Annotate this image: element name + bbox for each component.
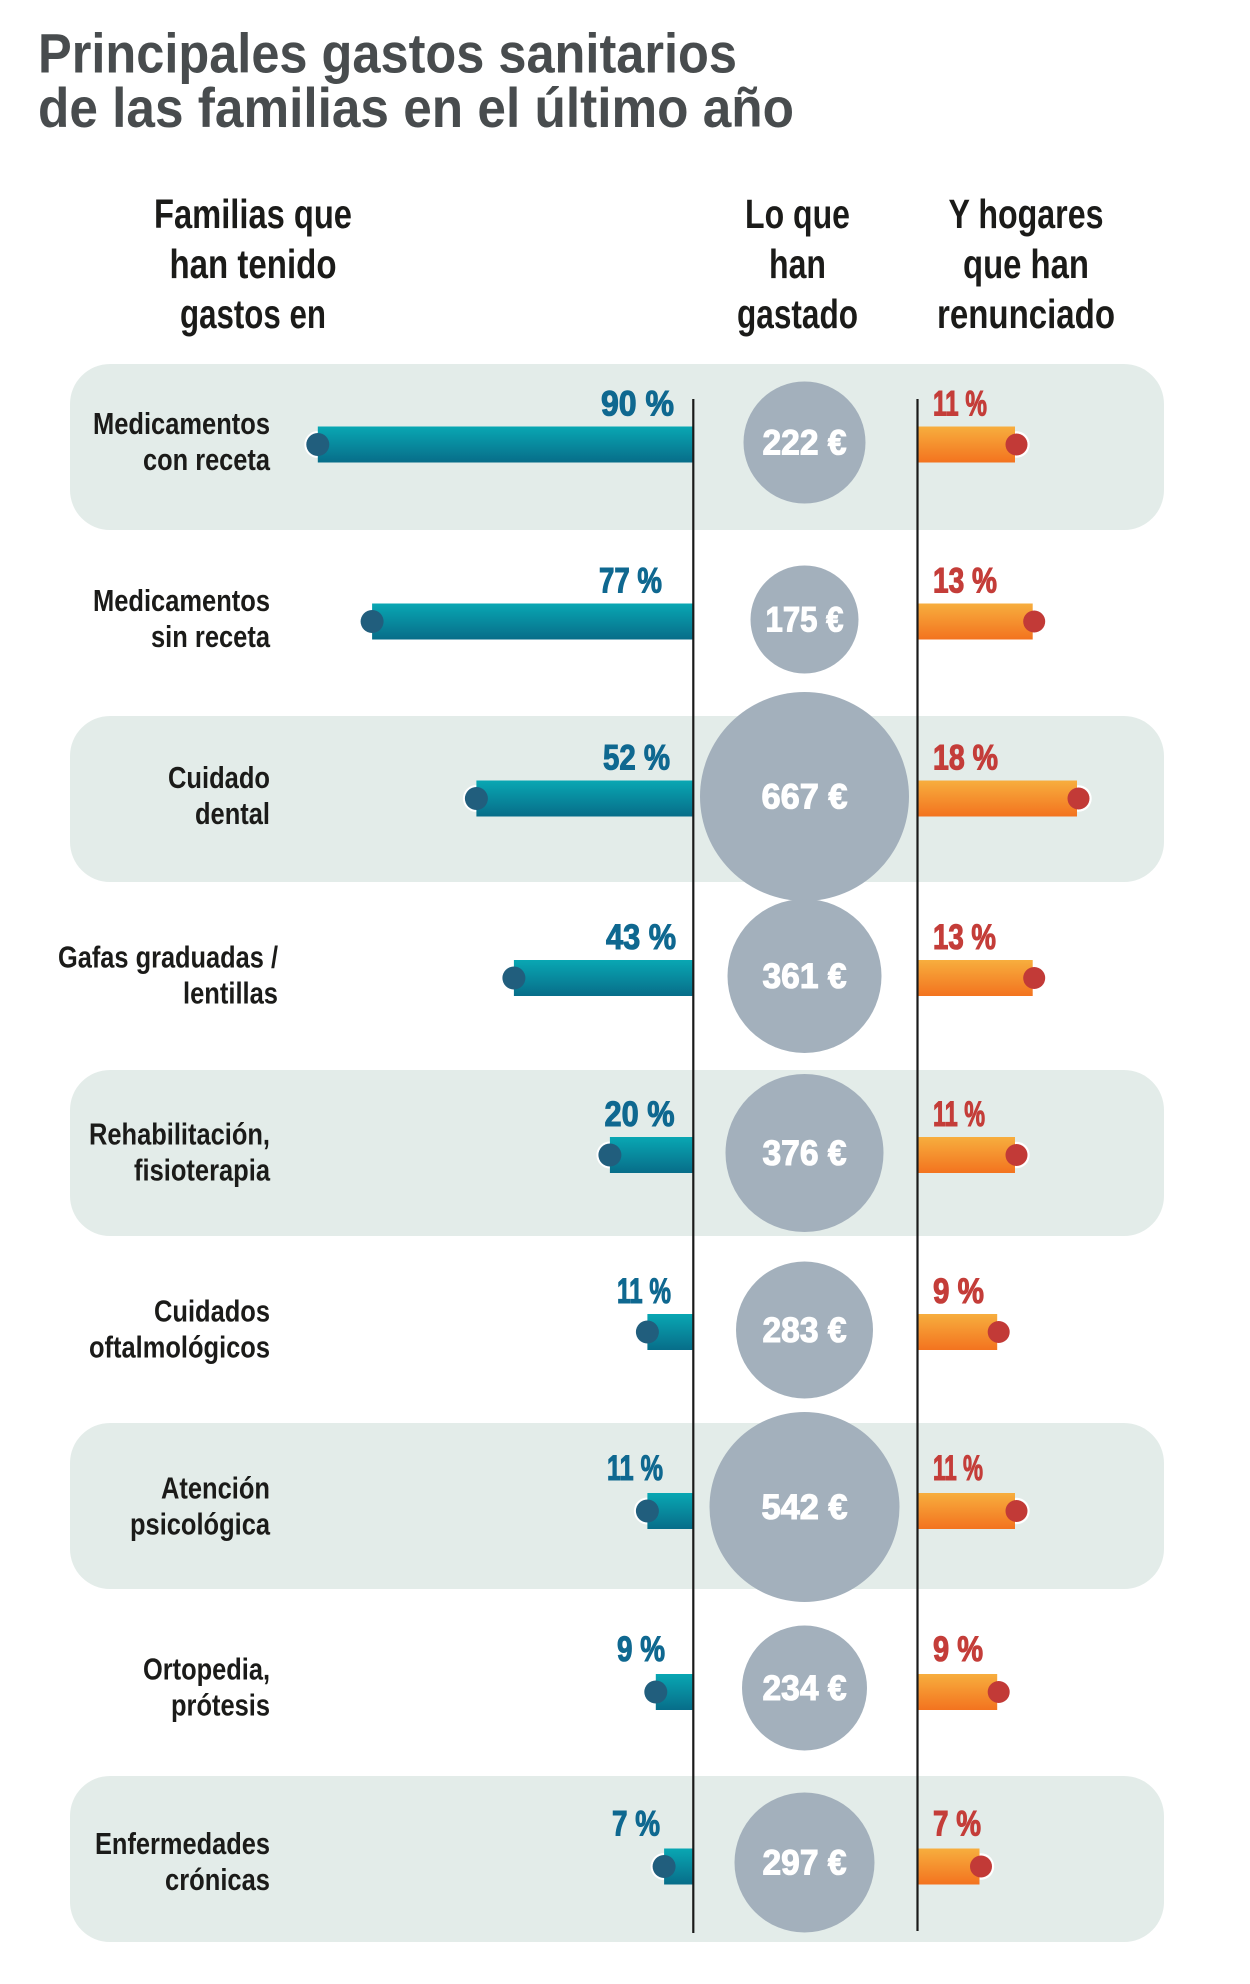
svg-text:77 %: 77 % [599, 562, 662, 601]
svg-text:psicológica: psicológica [130, 1507, 271, 1542]
svg-text:20 %: 20 % [605, 1095, 675, 1134]
svg-text:43 %: 43 % [606, 918, 676, 957]
svg-text:Ortopedia,: Ortopedia, [143, 1652, 270, 1687]
svg-text:9 %: 9 % [933, 1272, 984, 1311]
svg-text:13 %: 13 % [933, 562, 997, 601]
svg-text:222 €: 222 € [763, 424, 847, 463]
svg-text:9 %: 9 % [933, 1630, 983, 1669]
svg-text:fisioterapia: fisioterapia [134, 1153, 271, 1188]
svg-text:11 %: 11 % [933, 1449, 983, 1488]
svg-text:Enfermedades: Enfermedades [95, 1826, 270, 1861]
svg-text:gastos en: gastos en [180, 291, 326, 337]
svg-text:175 €: 175 € [766, 601, 844, 640]
svg-text:Lo que: Lo que [745, 191, 850, 237]
svg-text:oftalmológicos: oftalmológicos [89, 1330, 270, 1365]
svg-text:gastado: gastado [737, 291, 858, 337]
svg-text:7 %: 7 % [612, 1805, 660, 1844]
svg-text:Atención: Atención [161, 1471, 270, 1506]
svg-text:297 €: 297 € [763, 1844, 847, 1883]
svg-text:Cuidado: Cuidado [168, 760, 270, 795]
svg-text:lentillas: lentillas [183, 976, 278, 1011]
svg-text:han: han [769, 241, 826, 287]
svg-text:667 €: 667 € [762, 778, 848, 817]
svg-text:11 %: 11 % [607, 1449, 663, 1488]
svg-text:13 %: 13 % [933, 918, 996, 957]
svg-text:sin receta: sin receta [151, 619, 271, 654]
svg-text:11 %: 11 % [933, 1095, 985, 1134]
svg-text:18 %: 18 % [933, 739, 998, 778]
svg-text:con receta: con receta [143, 442, 271, 477]
svg-text:52 %: 52 % [603, 739, 670, 778]
svg-text:361 €: 361 € [763, 957, 847, 996]
svg-text:Gafas graduadas /: Gafas graduadas / [58, 940, 278, 975]
svg-text:9 %: 9 % [617, 1630, 665, 1669]
svg-text:376 €: 376 € [763, 1134, 847, 1173]
svg-text:Medicamentos: Medicamentos [93, 406, 270, 441]
svg-text:renunciado: renunciado [937, 291, 1115, 337]
svg-text:Cuidados: Cuidados [154, 1294, 270, 1329]
svg-text:que han: que han [963, 241, 1089, 287]
svg-text:90 %: 90 % [601, 385, 674, 424]
svg-text:Principales gastos sanitarios: Principales gastos sanitarios [38, 22, 737, 85]
svg-text:Medicamentos: Medicamentos [93, 583, 270, 618]
svg-text:crónicas: crónicas [165, 1862, 270, 1897]
svg-text:Familias que: Familias que [154, 191, 352, 237]
svg-text:11 %: 11 % [617, 1272, 671, 1311]
svg-text:de las familias en el último a: de las familias en el último año [38, 76, 794, 139]
svg-text:7 %: 7 % [933, 1805, 981, 1844]
svg-text:Y hogares: Y hogares [949, 191, 1104, 237]
svg-text:prótesis: prótesis [171, 1688, 270, 1723]
svg-text:han tenido: han tenido [170, 241, 337, 287]
svg-text:234 €: 234 € [763, 1669, 847, 1708]
svg-text:11 %: 11 % [933, 385, 987, 424]
svg-text:Rehabilitación,: Rehabilitación, [89, 1117, 270, 1152]
svg-text:542 €: 542 € [762, 1488, 848, 1527]
svg-text:dental: dental [195, 796, 270, 831]
svg-text:283 €: 283 € [763, 1311, 847, 1350]
